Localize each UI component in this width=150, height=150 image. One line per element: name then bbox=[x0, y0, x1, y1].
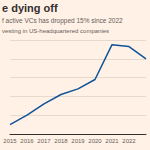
svg-text:2015: 2015 bbox=[3, 138, 17, 144]
svg-text:vesting in US-headquartered co: vesting in US-headquartered companies bbox=[2, 28, 109, 34]
svg-text:e dying off: e dying off bbox=[2, 2, 58, 14]
svg-text:2017: 2017 bbox=[37, 138, 51, 144]
svg-text:2021: 2021 bbox=[105, 138, 119, 144]
svg-text:2019: 2019 bbox=[71, 138, 85, 144]
svg-text:2022: 2022 bbox=[122, 138, 136, 144]
svg-text:f active VCs has dropped 15% s: f active VCs has dropped 15% since 2022 bbox=[2, 17, 123, 25]
svg-text:2018: 2018 bbox=[54, 138, 68, 144]
svg-text:2016: 2016 bbox=[20, 138, 34, 144]
svg-text:2020: 2020 bbox=[88, 138, 102, 144]
